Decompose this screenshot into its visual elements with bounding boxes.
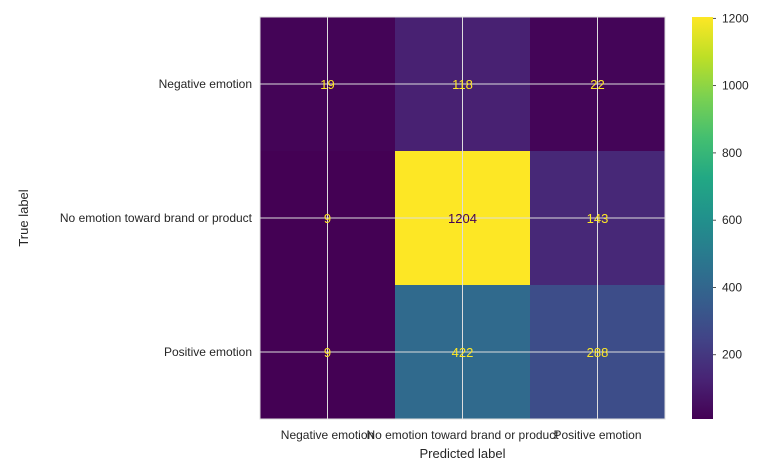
colorbar-tick-label: 1000 — [722, 79, 749, 93]
y-tick-label: Negative emotion — [159, 77, 252, 91]
x-tick-label: No emotion toward brand or product — [366, 428, 559, 442]
colorbar-tick-label: 800 — [722, 146, 742, 160]
colorbar-tick-label: 600 — [722, 213, 742, 227]
colorbar-ticks: 200 400 600 800 1000 1200 — [713, 11, 749, 362]
cell-value-label: 422 — [452, 345, 474, 360]
cell-value-label: 288 — [587, 345, 609, 360]
colorbar-gradient — [692, 17, 713, 419]
cell-value-label: 143 — [587, 211, 609, 226]
colorbar: 200 400 600 800 1000 1200 — [692, 11, 749, 419]
cell-value-label: 118 — [452, 77, 473, 92]
heatmap-grid — [259, 16, 666, 420]
cell-value-label: 19 — [320, 77, 334, 92]
cell-value-label: 1204 — [448, 211, 477, 226]
x-tick-label: Positive emotion — [553, 428, 641, 442]
x-axis-label: Predicted label — [420, 446, 506, 461]
y-tick-labels: Negative emotion No emotion toward brand … — [60, 77, 253, 359]
x-tick-label: Negative emotion — [281, 428, 374, 442]
y-axis-label: True label — [16, 189, 31, 246]
heatmap-cell-labels: 19 118 22 9 1204 143 9 422 288 — [320, 77, 608, 360]
plot-frame — [259, 16, 666, 420]
y-tick-label: No emotion toward brand or product — [60, 211, 253, 225]
y-tick-label: Positive emotion — [164, 345, 252, 359]
cell-value-label: 9 — [324, 345, 331, 360]
cell-value-label: 9 — [324, 211, 331, 226]
colorbar-tick-label: 400 — [722, 280, 742, 294]
cell-value-label: 22 — [590, 77, 604, 92]
colorbar-tick-label: 200 — [722, 348, 742, 362]
colorbar-tick-label: 1200 — [722, 11, 749, 25]
